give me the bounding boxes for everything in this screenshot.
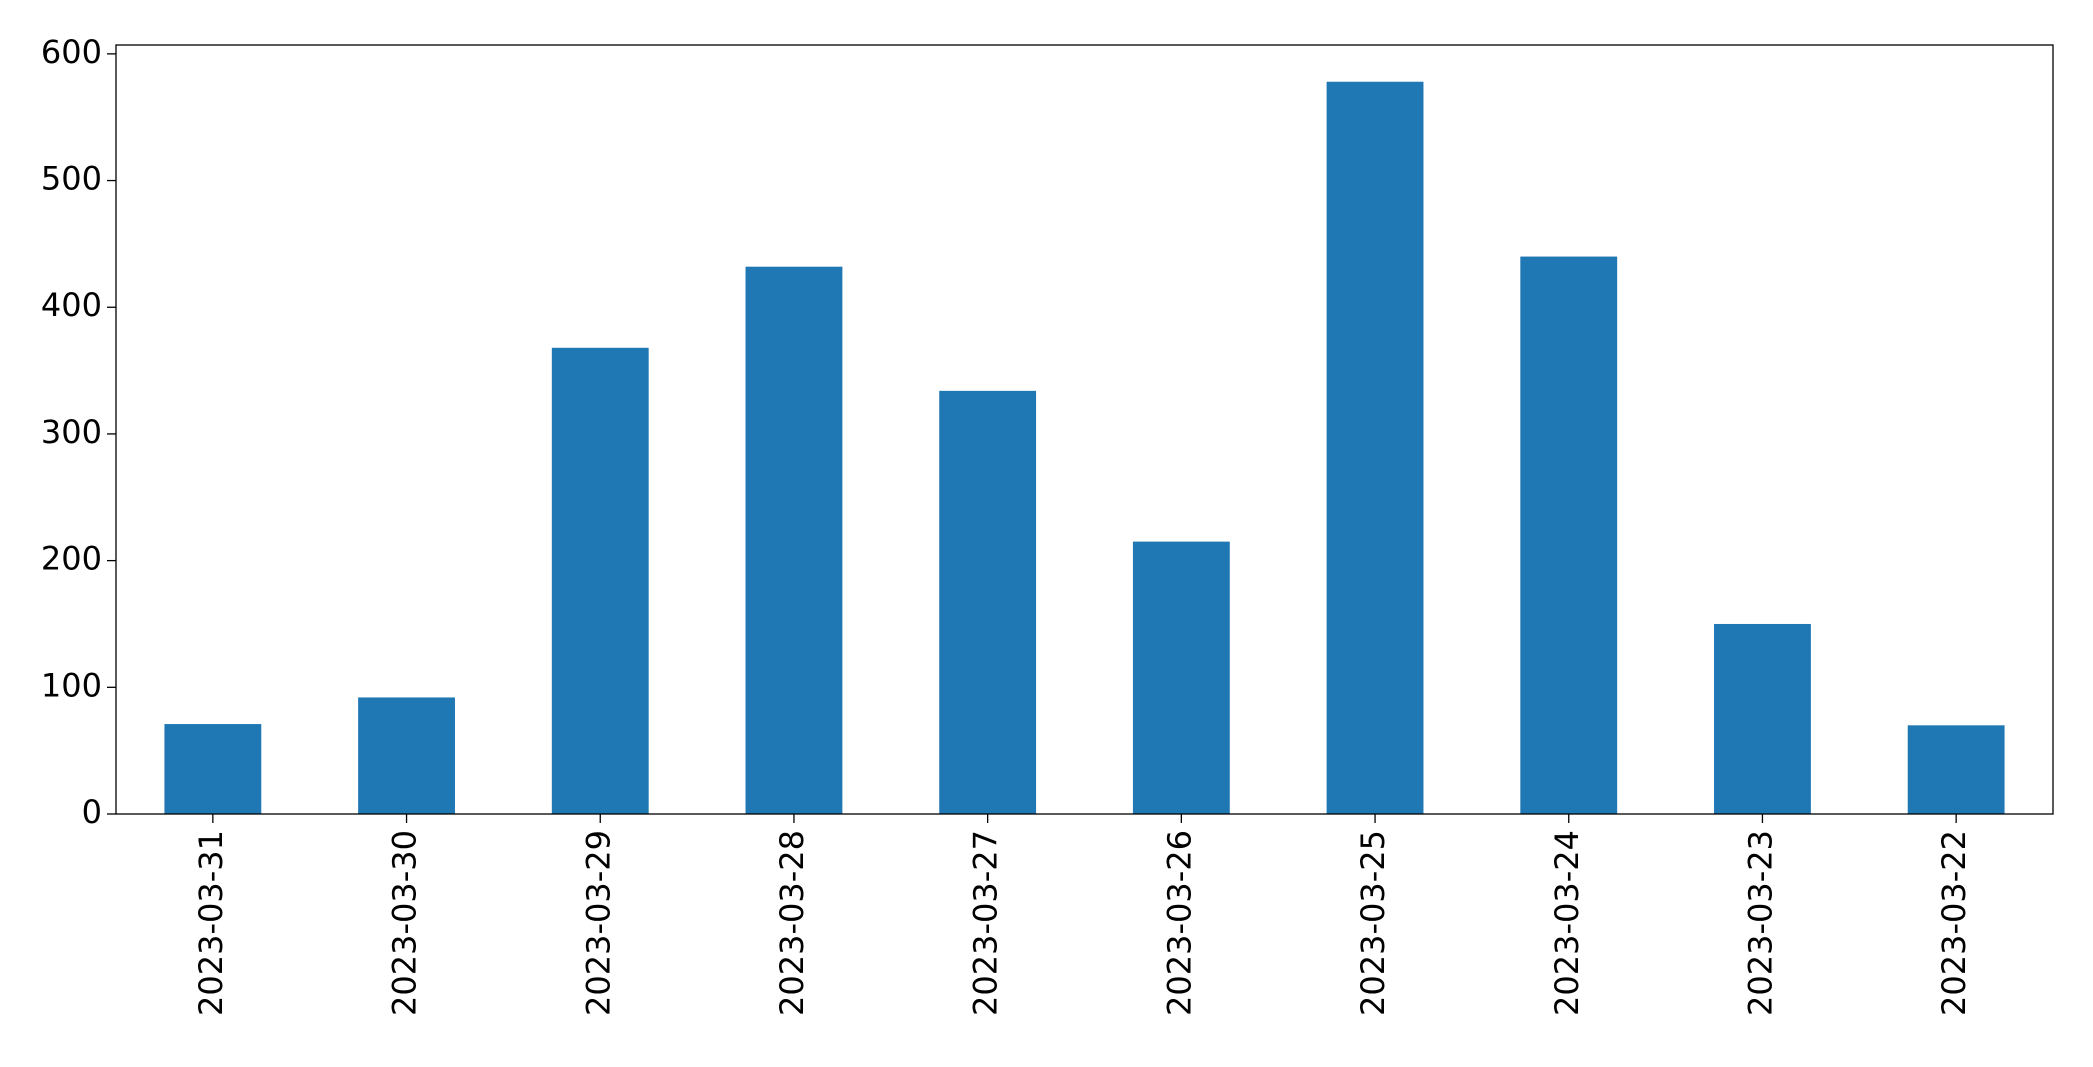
bar xyxy=(745,266,843,815)
x-tick-label: 2023-03-24 xyxy=(1548,830,1586,1016)
bar xyxy=(1132,541,1230,814)
y-tick-label: 300 xyxy=(41,413,102,451)
x-tick-label: 2023-03-28 xyxy=(773,830,811,1016)
bar xyxy=(939,390,1037,814)
x-tick-label: 2023-03-26 xyxy=(1160,830,1198,1016)
x-tick-label: 2023-03-31 xyxy=(192,830,230,1016)
plot-frame xyxy=(115,44,2054,815)
x-tick-label: 2023-03-30 xyxy=(386,830,424,1016)
x-tick-label: 2023-03-27 xyxy=(967,830,1005,1016)
y-tick-label: 400 xyxy=(41,286,102,324)
y-tick-label: 100 xyxy=(41,666,102,704)
bar xyxy=(551,347,649,814)
y-tick-label: 0 xyxy=(82,793,102,831)
bar xyxy=(164,724,262,814)
x-tick-label: 2023-03-23 xyxy=(1741,830,1779,1016)
x-tick-label: 2023-03-22 xyxy=(1935,830,1973,1016)
bar xyxy=(358,697,455,814)
y-tick-label: 200 xyxy=(41,540,102,578)
bar xyxy=(1520,256,1618,814)
y-tick-label: 600 xyxy=(41,33,102,71)
bar xyxy=(1714,623,1811,814)
x-tick-label: 2023-03-29 xyxy=(579,830,617,1016)
x-tick-label: 2023-03-25 xyxy=(1354,830,1392,1016)
bar xyxy=(1326,81,1424,815)
y-tick-label: 500 xyxy=(41,160,102,198)
bar xyxy=(1907,725,2005,814)
